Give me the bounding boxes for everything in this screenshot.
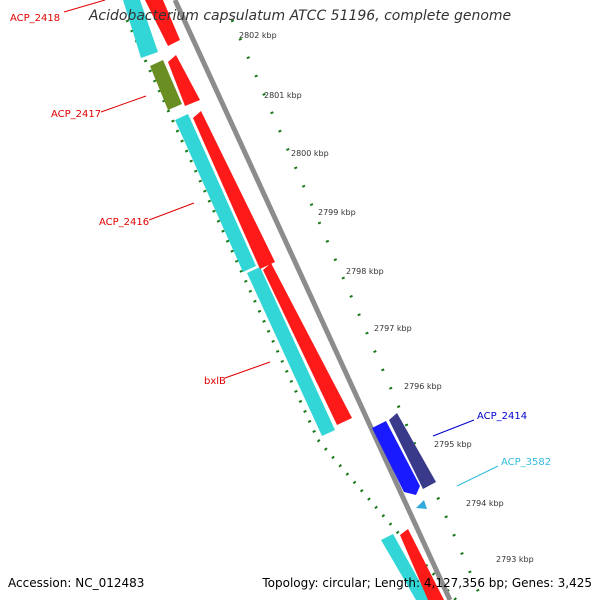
blue-gene-acp2414[interactable] [372, 421, 420, 495]
scale-label: 2800 kbp [291, 149, 329, 158]
scale-label: 2793 kbp [496, 555, 534, 564]
scale-label: 2801 kbp [264, 91, 302, 100]
navy-gene-acp2414[interactable] [389, 413, 436, 489]
gene-label-acp3582[interactable]: ACP_3582 [501, 457, 551, 468]
red-gene-bottom[interactable] [400, 529, 444, 600]
scale-label: 2802 kbp [239, 31, 277, 40]
gene-label-acp2416[interactable]: ACP_2416 [99, 217, 149, 228]
cyan-gene-acp2416[interactable] [175, 114, 256, 272]
red-gene-acp2416[interactable] [193, 111, 275, 269]
backbone-line [172, 0, 453, 600]
cyan-gene-top[interactable] [123, 0, 158, 58]
leader-acp2418 [63, 0, 106, 13]
accession-label: Accession: NC_012483 [8, 576, 145, 590]
genome-title: Acidobacterium capsulatum ATCC 51196, co… [88, 8, 512, 24]
gene-label-acp2418[interactable]: ACP_2418 [10, 13, 60, 24]
leader-bxlb [224, 361, 271, 379]
gene-label-bxlb[interactable]: bxlB [204, 376, 226, 387]
leader-acp2416 [148, 202, 195, 221]
scale-label: 2796 kbp [404, 382, 442, 391]
scale-label: 2795 kbp [434, 440, 472, 449]
red-gene-bxlb[interactable] [263, 263, 352, 425]
scale-label: 2798 kbp [346, 267, 384, 276]
leader-acp2417 [100, 95, 147, 113]
scale-label: 2797 kbp [374, 324, 412, 333]
scale-label: 2799 kbp [318, 208, 356, 217]
small-arrow-acp3582[interactable] [416, 500, 427, 509]
outer-scale-line-lower [316, 439, 458, 600]
gene-label-acp2417[interactable]: ACP_2417 [51, 109, 101, 120]
cyan-gene-bottom[interactable] [381, 534, 430, 600]
topology-label: Topology: circular; Length: 4,127,356 bp… [262, 576, 592, 590]
leader-acp2414 [432, 419, 475, 437]
red-gene-top[interactable] [145, 0, 180, 46]
scale-label: 2794 kbp [466, 499, 504, 508]
cyan-gene-bxlb[interactable] [247, 267, 335, 436]
gene-label-acp2414[interactable]: ACP_2414 [477, 411, 527, 422]
leader-acp3582 [456, 465, 499, 487]
olive-gene-acp2417[interactable] [150, 60, 182, 110]
red-gene-acp2417[interactable] [168, 55, 200, 106]
